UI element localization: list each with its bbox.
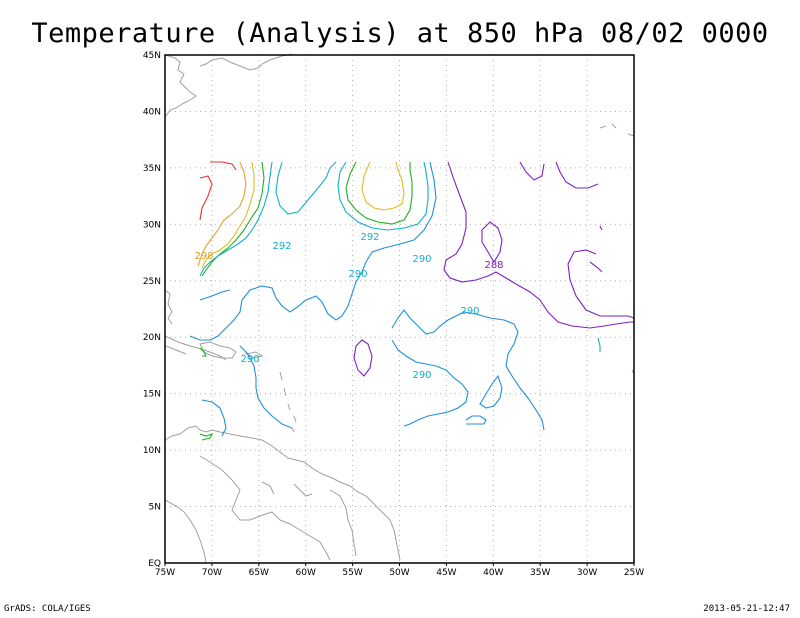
contour-blue-290: [189, 161, 437, 437]
lon-tick-labels: 75W 70W 65W 60W 55W 50W 45W 40W 35W 30W 25W: [155, 563, 644, 578]
contour-purple-2: [481, 221, 503, 264]
lon-tick-label: 30W: [577, 568, 597, 578]
contour-orange: [197, 161, 247, 267]
lon-tick-label: 55W: [342, 568, 362, 578]
contour-green-4: [199, 433, 214, 441]
lat-tick-label: 45N: [143, 51, 161, 61]
contour-purple-5: [353, 339, 373, 377]
map-title: Temperature (Analysis) at 850 hPa 08/02 …: [31, 18, 769, 49]
contour-cyan-right: [597, 337, 601, 352]
coast-florida: [164, 289, 173, 325]
coast-islands-east: [599, 123, 635, 375]
contour-blue-290-b: [391, 309, 545, 431]
coast-west-margin: [164, 499, 207, 563]
lon-tick-label: 75W: [155, 568, 175, 578]
lon-tick-label: 40W: [483, 568, 503, 578]
contour-label: 292: [360, 232, 379, 243]
contour-label: 298: [194, 251, 213, 262]
contour-red: [199, 161, 237, 221]
contour-lines: [189, 161, 635, 441]
contour-cyan-292: [199, 161, 429, 277]
lat-tick-label: 35N: [143, 164, 161, 174]
lon-tick-label: 70W: [202, 568, 222, 578]
coast-north-america: [164, 53, 293, 117]
contour-yellow-2: [361, 161, 405, 211]
contour-yellow-1: [201, 161, 255, 269]
map-frame: [164, 54, 635, 564]
lat-tick-label: 20N: [143, 333, 161, 343]
lon-tick-label: 50W: [389, 568, 409, 578]
contour-green-3: [199, 347, 207, 357]
contour-purple-1: [443, 161, 634, 329]
contour-label: 290: [240, 354, 259, 365]
coast-venezuela-interior: [199, 455, 357, 561]
lat-tick-label: 25N: [143, 277, 161, 287]
coast-hispaniola: [199, 341, 237, 359]
lat-tick-label: 40N: [143, 107, 161, 117]
contour-purple-3: [519, 161, 599, 189]
contour-label: 290: [412, 370, 431, 381]
contour-label: 290: [412, 254, 431, 265]
lon-tick-label: 65W: [249, 568, 269, 578]
lon-tick-label: 25W: [624, 568, 644, 578]
contour-green-2: [345, 161, 413, 225]
footer-timestamp: 2013-05-21-12:47: [703, 604, 790, 614]
coast-south-america: [164, 425, 401, 561]
lat-tick-label: 5N: [149, 503, 161, 513]
lon-tick-label: 35W: [530, 568, 550, 578]
lon-tick-label: 45W: [436, 568, 456, 578]
lat-tick-labels: EQ 5N 10N 15N 20N 25N 30N 35N 40N 45N: [143, 51, 161, 569]
lat-tick-label: EQ: [148, 559, 161, 569]
contour-labels: 298 292 292 290 290 288 290 290 290: [194, 232, 503, 381]
contour-label: 292: [272, 241, 291, 252]
lat-tick-label: 10N: [143, 446, 161, 456]
contour-green-1: [201, 161, 265, 277]
contour-blue-290-c: [391, 339, 503, 427]
contour-purple-4: [567, 225, 635, 319]
grid-lines: [165, 55, 634, 563]
coastlines: [164, 53, 635, 563]
coast-cuba: [164, 335, 227, 361]
coast-puerto-rico: [244, 351, 264, 359]
contour-label: 288: [484, 260, 503, 271]
footer-credit: GrADS: COLA/IGES: [4, 604, 91, 614]
contour-label: 290: [460, 306, 479, 317]
lon-tick-label: 60W: [296, 568, 316, 578]
coast-lesser-antilles: [279, 371, 297, 433]
lat-tick-label: 15N: [143, 390, 161, 400]
lat-tick-label: 30N: [143, 220, 161, 230]
contour-label: 290: [348, 269, 367, 280]
